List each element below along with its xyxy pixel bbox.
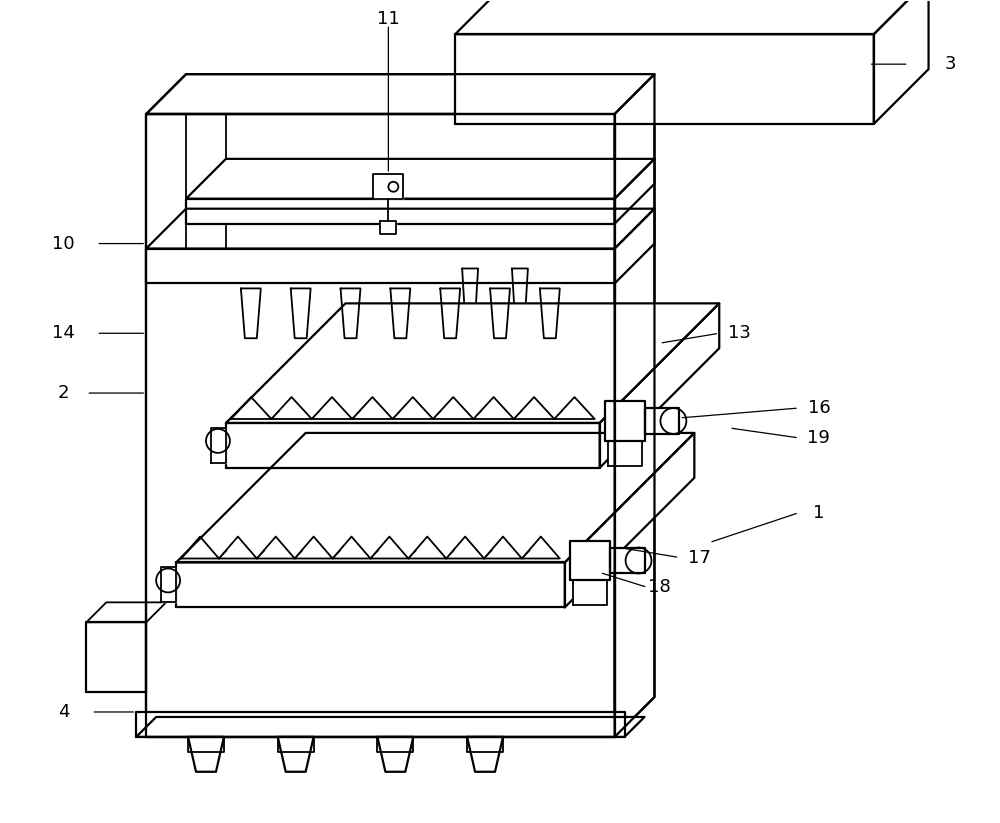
Polygon shape (377, 737, 413, 752)
Polygon shape (176, 562, 565, 607)
Text: 2: 2 (58, 384, 69, 402)
Polygon shape (186, 159, 654, 198)
Polygon shape (490, 288, 510, 338)
Polygon shape (226, 304, 719, 423)
Polygon shape (278, 737, 314, 752)
Polygon shape (186, 198, 615, 224)
Polygon shape (440, 288, 460, 338)
Text: 1: 1 (813, 504, 825, 522)
Polygon shape (136, 717, 645, 737)
Polygon shape (278, 737, 314, 772)
Text: 19: 19 (807, 429, 830, 447)
Polygon shape (390, 288, 410, 338)
Text: 10: 10 (52, 235, 75, 253)
Text: 11: 11 (377, 11, 400, 28)
Polygon shape (512, 268, 528, 319)
Polygon shape (226, 423, 600, 467)
Text: 18: 18 (648, 579, 671, 597)
Polygon shape (462, 268, 478, 319)
Polygon shape (241, 288, 261, 338)
Polygon shape (380, 221, 396, 234)
Polygon shape (573, 580, 607, 606)
Text: 17: 17 (688, 548, 711, 566)
Polygon shape (377, 737, 413, 772)
Polygon shape (615, 209, 654, 283)
Polygon shape (565, 433, 694, 607)
Polygon shape (605, 401, 645, 441)
Polygon shape (373, 174, 403, 198)
Polygon shape (146, 249, 615, 283)
Polygon shape (136, 712, 625, 737)
Polygon shape (211, 428, 226, 463)
Text: 13: 13 (728, 324, 751, 342)
Polygon shape (874, 0, 929, 124)
Polygon shape (570, 541, 610, 580)
Polygon shape (161, 568, 176, 602)
Polygon shape (600, 304, 719, 467)
Text: 14: 14 (52, 324, 75, 342)
Text: 3: 3 (945, 55, 956, 73)
Polygon shape (467, 737, 503, 772)
Polygon shape (615, 159, 654, 224)
Polygon shape (341, 288, 360, 338)
Polygon shape (188, 737, 224, 752)
Text: 16: 16 (808, 399, 830, 417)
Polygon shape (146, 209, 654, 249)
Polygon shape (455, 35, 874, 124)
Polygon shape (455, 0, 929, 35)
Polygon shape (291, 288, 311, 338)
Polygon shape (467, 737, 503, 752)
Polygon shape (188, 737, 224, 772)
Polygon shape (610, 547, 645, 574)
Text: 4: 4 (58, 703, 69, 721)
Polygon shape (645, 408, 679, 434)
Polygon shape (608, 441, 642, 466)
Polygon shape (176, 433, 694, 562)
Polygon shape (540, 288, 560, 338)
